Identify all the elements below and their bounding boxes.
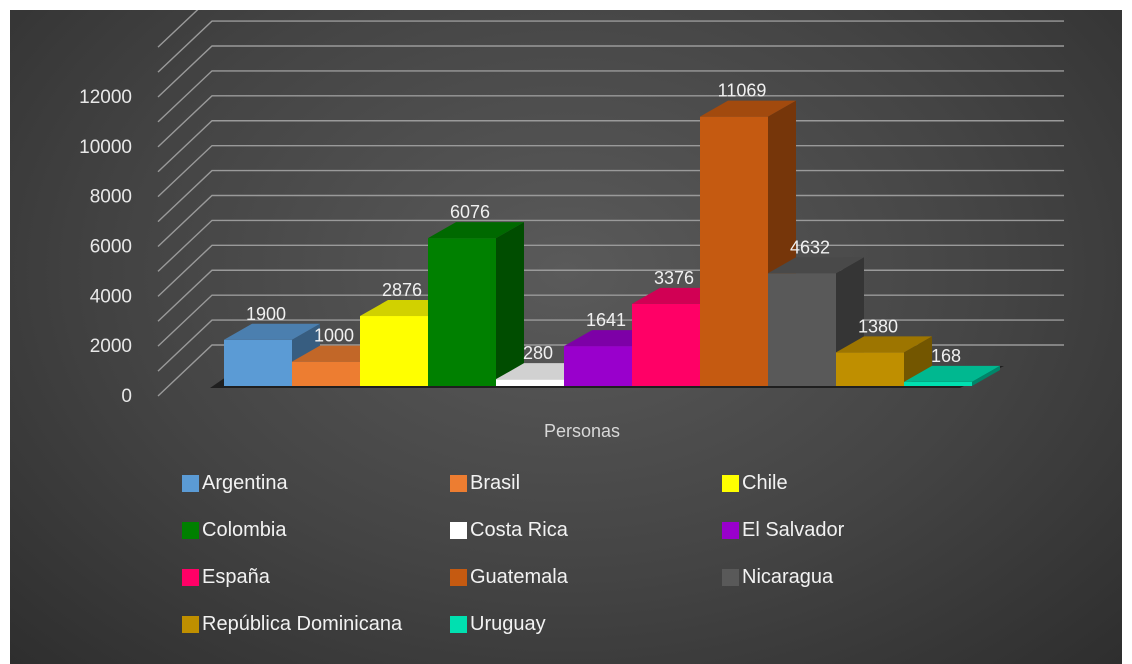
y-tick-label: 4000 [90,286,132,307]
legend-item: Chile [722,472,788,494]
gridline [157,95,1064,148]
legend-swatch [450,569,467,586]
bar-top [224,323,320,340]
legend-item: Costa Rica [450,519,569,541]
legend-label: Uruguay [470,613,546,635]
chart-area: 0 2000 4000 6000 8000 10000 12000 1900 1000 2876… [10,10,1122,664]
bar-front [700,116,768,387]
data-labels: 1900 1000 2876 6076 280 1641 3376 11069 4632 1380… [246,81,961,366]
bar-top [700,100,796,117]
legend-swatch [722,475,739,492]
legend-swatch [450,616,467,633]
legend-item: Uruguay [450,613,546,635]
data-label: 6076 [450,202,490,222]
y-axis-tick-labels: 0 2000 4000 6000 8000 10000 12000 [79,87,132,407]
bar-front [360,316,428,386]
gridlines [157,10,1064,397]
bar-top [836,336,932,353]
category-axis-label: Personas [544,421,620,441]
gridline [157,45,1064,98]
legend: Argentina Brasil Chile Colombia Costa Rica El… [182,472,845,635]
y-tick-label: 2000 [90,336,132,357]
bar [428,222,524,386]
data-label: 1641 [586,310,626,330]
y-tick-label: 10000 [79,137,132,158]
data-label: 1380 [858,316,898,336]
gridline [157,20,1064,73]
legend-item: Argentina [182,472,288,494]
bar [836,336,932,386]
legend-item: Brasil [450,472,520,494]
bar-side [496,222,524,386]
bars [224,100,1000,387]
bar-side [972,365,1000,386]
bar-front [428,238,496,386]
bar-top [428,222,524,239]
legend-label: Colombia [202,519,287,541]
data-label: 280 [523,343,553,363]
legend-label: Nicaragua [742,566,834,588]
y-tick-label: 8000 [90,187,132,208]
data-label: 168 [931,346,961,366]
y-tick-label: 12000 [79,87,132,108]
y-tick-label: 0 [121,386,132,407]
legend-swatch [182,569,199,586]
legend-label: Argentina [202,472,288,494]
legend-label: España [202,566,271,588]
data-label: 11069 [718,81,767,101]
legend-label: Brasil [470,472,520,494]
data-label: 2876 [382,280,422,300]
gridline [157,10,199,48]
bar-top [904,365,1000,382]
legend-swatch [182,616,199,633]
legend-swatch [450,522,467,539]
legend-label: Costa Rica [470,519,569,541]
legend-item: El Salvador [722,519,845,541]
bar-top [768,257,864,274]
bar-chart-3d: 0 2000 4000 6000 8000 10000 12000 1900 1000 2876… [79,10,1064,635]
data-label: 3376 [654,268,694,288]
bar-front [224,339,292,386]
legend-item: Nicaragua [722,566,834,588]
data-label: 1900 [246,304,286,324]
legend-label: Chile [742,472,788,494]
bar-front [836,352,904,386]
legend-label: Guatemala [470,566,569,588]
legend-swatch [722,522,739,539]
legend-swatch [722,569,739,586]
y-tick-label: 6000 [90,237,132,258]
data-label: 4632 [790,237,830,257]
legend-swatch [450,475,467,492]
bar [904,365,1000,386]
legend-swatch [182,475,199,492]
legend-item: Colombia [182,519,287,541]
legend-item: Guatemala [450,566,569,588]
legend-item: España [182,566,271,588]
bar-front [292,361,360,386]
bar-front [768,273,836,386]
legend-swatch [182,522,199,539]
data-label: 1000 [314,326,354,346]
bar-front [564,346,632,386]
legend-item: República Dominicana [182,613,403,635]
gridline [157,70,1064,123]
bar-front [496,379,564,386]
legend-label: El Salvador [742,519,845,541]
bar-front [904,381,972,386]
bar-front [632,303,700,386]
legend-label: República Dominicana [202,613,403,635]
